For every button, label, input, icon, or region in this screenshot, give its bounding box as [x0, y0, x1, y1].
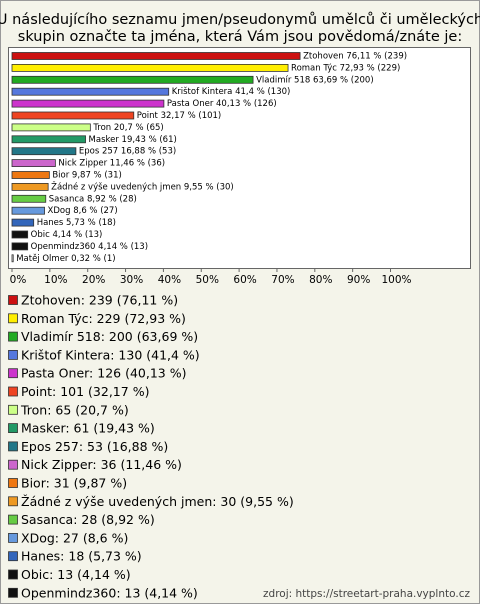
- value-label: Matěj Olmer 0,32 % (1): [16, 254, 115, 264]
- x-tick-label: 70%: [271, 274, 294, 286]
- bar: [11, 64, 289, 72]
- legend-swatch: [8, 587, 18, 598]
- x-tick-label: 20%: [82, 274, 105, 286]
- bar: [11, 206, 45, 215]
- legend-swatch: [8, 569, 18, 580]
- x-tick-label: 100%: [381, 274, 411, 286]
- value-label: Point 32,17 % (101): [137, 111, 221, 121]
- value-label: Roman Týc 72,93 % (229): [291, 63, 400, 73]
- legend-swatch: [8, 404, 18, 415]
- bar: [11, 135, 86, 144]
- x-tick-label: 60%: [233, 274, 256, 286]
- bar: [11, 242, 29, 251]
- value-label: Sasanca 8,92 % (28): [49, 194, 137, 204]
- legend-swatch: [8, 459, 18, 470]
- legend-label: Tron: 65 (20,7 %): [20, 402, 129, 417]
- legend-swatch: [8, 313, 18, 324]
- legend-label: Pasta Oner: 126 (40,13 %): [21, 366, 186, 381]
- legend-swatch: [8, 295, 18, 305]
- bar: [11, 254, 14, 263]
- bar: [11, 159, 56, 168]
- value-label: Masker 19,43 % (61): [89, 135, 177, 145]
- value-label: Tron 20,7 % (65): [92, 123, 163, 133]
- plot-area: [8, 47, 471, 269]
- legend-label: Krištof Kintera: 130 (41,4 %): [21, 347, 200, 362]
- x-tick-label: 90%: [347, 274, 370, 286]
- legend-label: Bior: 31 (9,87 %): [21, 476, 127, 491]
- value-label: Hanes 5,73 % (18): [37, 218, 116, 228]
- bar: [11, 99, 165, 108]
- legend-swatch: [8, 496, 18, 507]
- value-label: Ztohoven 76,11 % (239): [303, 52, 407, 62]
- chart-title: U následujícího seznamu jmen/pseudonymů …: [0, 12, 480, 28]
- legend-swatch: [8, 533, 18, 543]
- bar: [11, 87, 170, 96]
- legend-label: Žádné z výše uvedených jmen: 30 (9,55 %): [21, 494, 294, 509]
- bar: [11, 230, 29, 239]
- x-tick-label: 10%: [44, 274, 67, 286]
- bar: [11, 218, 35, 227]
- value-label: Krištof Kintera 41,4 % (130): [172, 86, 291, 97]
- value-label: Obic 4,14 % (13): [31, 230, 103, 240]
- legend-swatch: [8, 551, 18, 562]
- value-label: Vladimír 518 63,69 % (200): [256, 75, 374, 85]
- x-tick-label: 30%: [120, 274, 143, 286]
- legend-swatch: [8, 386, 18, 397]
- bar: [11, 123, 91, 132]
- x-tick-label: 80%: [309, 274, 332, 286]
- x-tick-label: 50%: [196, 274, 219, 286]
- bar: [11, 171, 50, 179]
- legend-label: Ztohoven: 239 (76,11 %): [21, 293, 178, 308]
- legend-label: Sasanca: 28 (8,92 %): [21, 512, 155, 527]
- value-label: Epos 257 16,88 % (53): [79, 147, 176, 157]
- x-tick-label: 40%: [158, 274, 181, 286]
- legend-label: Vladimír 518: 200 (63,69 %): [21, 329, 198, 344]
- legend-swatch: [8, 441, 18, 452]
- legend-swatch: [8, 368, 18, 379]
- bar: [11, 75, 254, 84]
- legend-swatch: [8, 514, 18, 525]
- bar: [11, 182, 49, 191]
- source: zdroj: https://streetart-praha.vyplnto.c…: [263, 588, 470, 600]
- legend-label: Point: 101 (32,17 %): [21, 384, 149, 399]
- legend-label: Roman Týc: 229 (72,93 %): [21, 311, 186, 326]
- legend-label: Epos 257: 53 (16,88 %): [21, 439, 168, 454]
- x-tick-label: 0%: [10, 274, 27, 286]
- bar: [11, 147, 77, 156]
- chart-title: skupin označte ta jména, která Vám jsou …: [18, 29, 462, 45]
- value-label: Openmindz360 4,14 % (13): [31, 242, 148, 252]
- legend-label: Hanes: 18 (5,73 %): [21, 549, 142, 564]
- legend-swatch: [8, 478, 18, 488]
- value-label: Žádné z výše uvedených jmen 9,55 % (30): [51, 180, 234, 192]
- legend-swatch: [8, 331, 18, 342]
- legend-label: XDog: 27 (8,6 %): [21, 530, 128, 545]
- bar: [11, 111, 135, 120]
- legend-label: Nick Zipper: 36 (11,46 %): [21, 457, 182, 472]
- bar: [11, 52, 301, 60]
- legend-label: Obic: 13 (4,14 %): [21, 567, 131, 582]
- legend-swatch: [8, 423, 18, 434]
- value-label: Nick Zipper 11,46 % (36): [58, 159, 165, 169]
- value-label: Bior 9,87 % (31): [52, 171, 121, 181]
- bar: [11, 194, 47, 203]
- legend-label: Masker: 61 (19,43 %): [21, 421, 155, 436]
- legend-label: Openmindz360: 13 (4,14 %): [21, 585, 198, 600]
- legend-swatch: [8, 349, 18, 360]
- value-label: Pasta Oner 40,13 % (126): [167, 99, 277, 109]
- value-label: XDog 8,6 % (27): [48, 206, 118, 216]
